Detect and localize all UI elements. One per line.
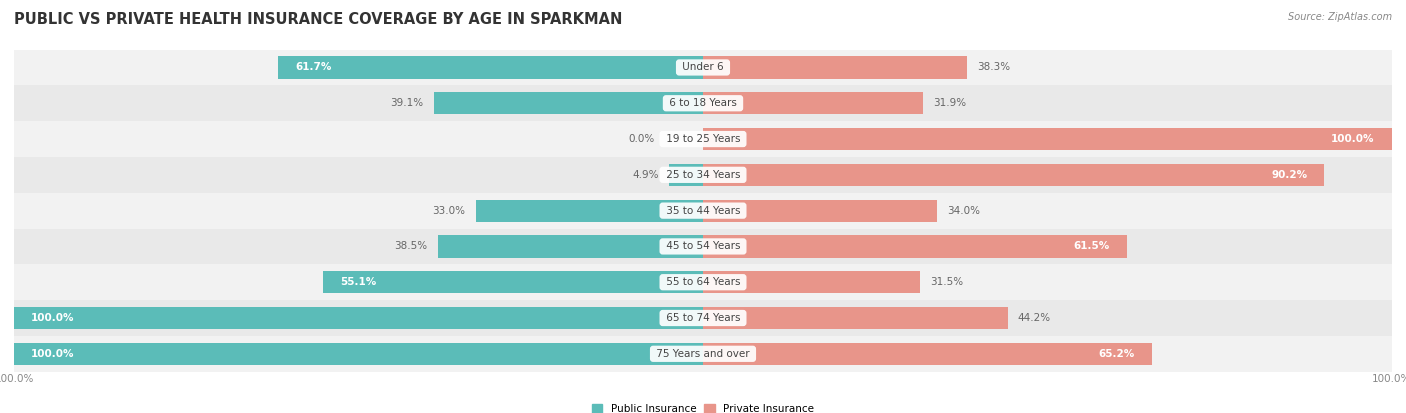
Bar: [669, 164, 703, 186]
Bar: [703, 56, 967, 78]
Bar: [14, 300, 1392, 336]
Bar: [703, 307, 1008, 329]
Bar: [703, 235, 1126, 258]
Bar: [14, 307, 703, 329]
Text: 100.0%: 100.0%: [31, 349, 75, 359]
Text: 45 to 54 Years: 45 to 54 Years: [662, 242, 744, 252]
Bar: [14, 264, 1392, 300]
Bar: [14, 343, 703, 365]
Bar: [14, 193, 1392, 228]
Text: 0.0%: 0.0%: [628, 134, 655, 144]
Bar: [703, 164, 1324, 186]
Text: 38.3%: 38.3%: [977, 62, 1011, 72]
Bar: [475, 199, 703, 222]
Bar: [437, 235, 703, 258]
Text: 44.2%: 44.2%: [1018, 313, 1050, 323]
Bar: [433, 92, 703, 114]
Text: 31.5%: 31.5%: [931, 277, 963, 287]
Bar: [14, 157, 1392, 193]
Bar: [703, 271, 920, 293]
Text: 25 to 34 Years: 25 to 34 Years: [662, 170, 744, 180]
Text: 34.0%: 34.0%: [948, 206, 980, 216]
Bar: [703, 343, 1152, 365]
Bar: [703, 199, 938, 222]
Text: 100.0%: 100.0%: [1331, 134, 1375, 144]
Text: 4.9%: 4.9%: [633, 170, 659, 180]
Text: 38.5%: 38.5%: [394, 242, 427, 252]
Bar: [14, 50, 1392, 85]
Text: 61.5%: 61.5%: [1073, 242, 1109, 252]
Bar: [703, 92, 922, 114]
Bar: [703, 128, 1392, 150]
Text: 90.2%: 90.2%: [1271, 170, 1308, 180]
Bar: [278, 56, 703, 78]
Text: 65 to 74 Years: 65 to 74 Years: [662, 313, 744, 323]
Bar: [14, 85, 1392, 121]
Bar: [14, 121, 1392, 157]
Text: 39.1%: 39.1%: [391, 98, 423, 108]
Text: 55 to 64 Years: 55 to 64 Years: [662, 277, 744, 287]
Text: 33.0%: 33.0%: [432, 206, 465, 216]
Bar: [14, 336, 1392, 372]
Text: 19 to 25 Years: 19 to 25 Years: [662, 134, 744, 144]
Text: 31.9%: 31.9%: [934, 98, 966, 108]
Legend: Public Insurance, Private Insurance: Public Insurance, Private Insurance: [588, 400, 818, 413]
Bar: [14, 228, 1392, 264]
Text: 75 Years and over: 75 Years and over: [652, 349, 754, 359]
Bar: [323, 271, 703, 293]
Text: 35 to 44 Years: 35 to 44 Years: [662, 206, 744, 216]
Text: 100.0%: 100.0%: [31, 313, 75, 323]
Text: 65.2%: 65.2%: [1098, 349, 1135, 359]
Text: PUBLIC VS PRIVATE HEALTH INSURANCE COVERAGE BY AGE IN SPARKMAN: PUBLIC VS PRIVATE HEALTH INSURANCE COVER…: [14, 12, 623, 27]
Text: Source: ZipAtlas.com: Source: ZipAtlas.com: [1288, 12, 1392, 22]
Text: Under 6: Under 6: [679, 62, 727, 72]
Text: 6 to 18 Years: 6 to 18 Years: [666, 98, 740, 108]
Text: 61.7%: 61.7%: [295, 62, 332, 72]
Text: 55.1%: 55.1%: [340, 277, 377, 287]
